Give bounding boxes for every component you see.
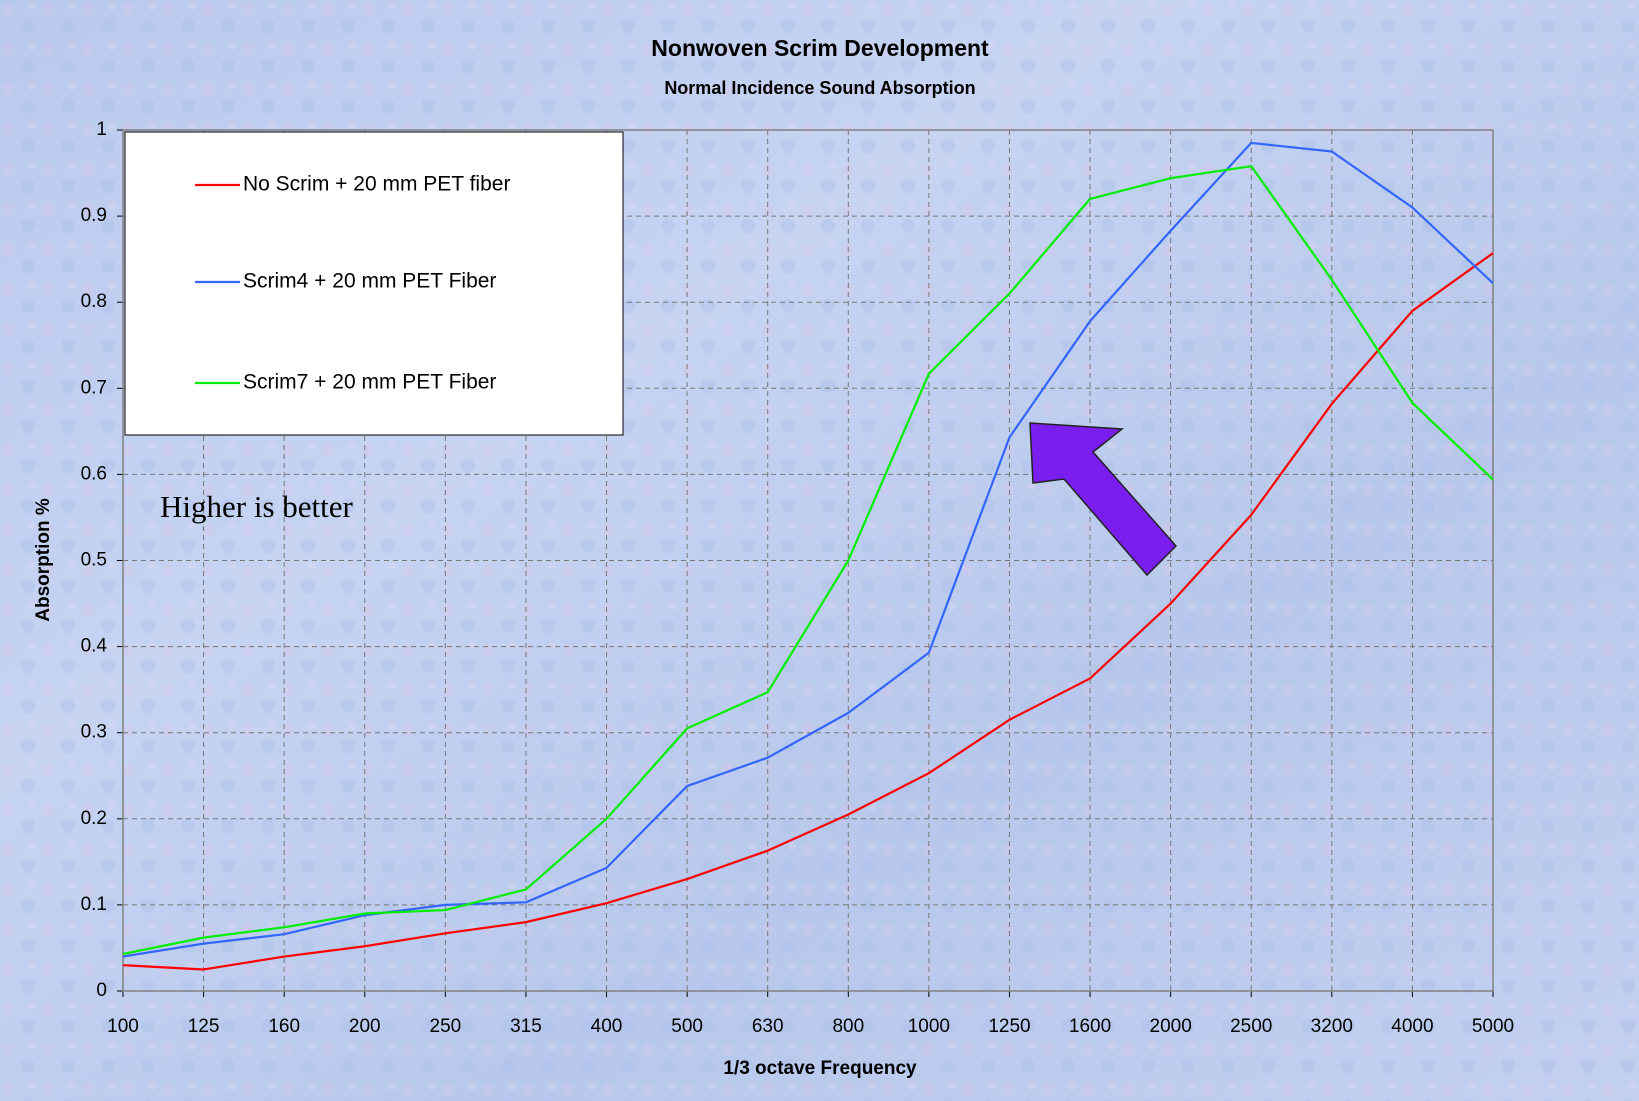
x-tick-label: 200 [349,1016,381,1037]
x-tick-label: 160 [268,1016,300,1037]
x-axis-label: 1/3 octave Frequency [723,1058,917,1079]
x-tick-label: 4000 [1391,1016,1433,1037]
x-tick-label: 100 [107,1016,139,1037]
x-tick-label: 315 [510,1016,542,1037]
y-tick-label: 0.9 [81,205,107,226]
chart-subtitle: Normal Incidence Sound Absorption [664,78,975,98]
series-line [122,141,1494,958]
series-line [122,252,1494,971]
x-tick-label: 630 [752,1016,784,1037]
y-tick-label: 0.8 [81,291,107,312]
y-tick-label: 0.7 [81,377,107,398]
y-tick-label: 0.6 [81,463,107,484]
legend-box [124,131,624,436]
x-tick-label: 500 [671,1016,703,1037]
x-tick-label: 5000 [1472,1016,1514,1037]
series-line [122,165,1494,956]
legend-label: Scrim7 + 20 mm PET Fiber [243,371,496,394]
x-tick-label: 1000 [908,1016,950,1037]
legend-label: Scrim4 + 20 mm PET Fiber [243,270,496,293]
x-tick-label: 250 [430,1016,462,1037]
arrow [1029,422,1178,577]
y-axis-label: Absorption % [33,498,54,622]
x-tick-label: 800 [832,1016,864,1037]
y-tick-label: 0.1 [81,894,107,915]
y-tick-label: 0.4 [81,636,108,657]
y-tick-label: 0 [96,980,107,1001]
x-tick-label: 2000 [1150,1016,1192,1037]
y-tick-label: 0.3 [81,722,107,743]
legend-label: No Scrim + 20 mm PET fiber [243,173,510,196]
x-tick-label: 2500 [1230,1016,1272,1037]
y-tick-label: 0.5 [81,550,107,571]
plot-area: 0 0.1 0.2 0.3 0.4 0.5 0.6 0.7 0.8 0.9 1 100 125 160 20… [81,119,1515,1037]
chart-title: Nonwoven Scrim Development [651,35,989,61]
x-tick-label: 3200 [1311,1016,1353,1037]
y-tick-label: 0.2 [81,808,107,829]
x-tick-label: 1600 [1069,1016,1111,1037]
x-tick-label: 1250 [988,1016,1030,1037]
plot-border [122,129,1494,992]
y-tick-label: 1 [96,119,107,140]
annotation: Higher is better [160,489,354,524]
x-tick-label: 400 [591,1016,623,1037]
x-tick-label: 125 [188,1016,220,1037]
